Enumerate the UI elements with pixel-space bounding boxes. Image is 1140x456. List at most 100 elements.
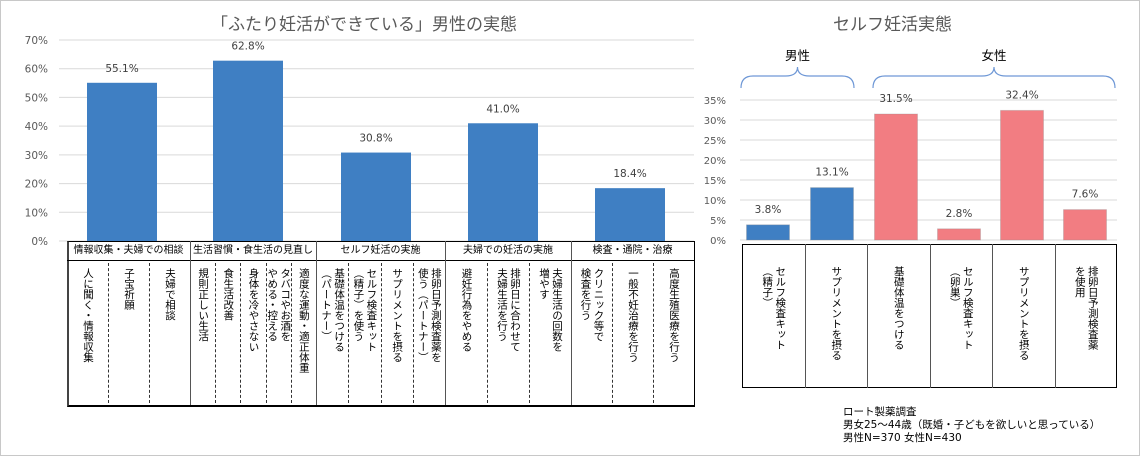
category-item: 身体を冷やさない bbox=[240, 260, 265, 405]
y-tick-label: 50% bbox=[25, 92, 48, 104]
item-divider bbox=[867, 244, 868, 388]
category-item: セルフ検査キット （卵巣） bbox=[930, 244, 993, 388]
category-item-label: 基礎体温をつける （パートナー） bbox=[320, 268, 346, 352]
item-divider bbox=[240, 263, 242, 403]
y-tick-label: 70% bbox=[25, 35, 48, 47]
item-divider bbox=[380, 263, 382, 403]
item-divider bbox=[265, 263, 267, 403]
category-item: 食生活改善 bbox=[215, 260, 240, 405]
bar bbox=[1063, 209, 1107, 241]
category-item-label: 夫婦生活の回数を 増やす bbox=[538, 268, 563, 352]
group-header: 夫婦での妊活の実施 bbox=[463, 245, 553, 256]
y-tick-label: 30% bbox=[25, 150, 48, 162]
category-item: セルフ検査キット （精子） bbox=[742, 244, 805, 388]
category-item-label: タバコやお酒を やめる・控える bbox=[266, 268, 292, 342]
y-tick-label: 10% bbox=[704, 196, 726, 207]
group-label: 男性 bbox=[785, 48, 810, 63]
category-item: 人に聞く・情報収集 bbox=[67, 260, 108, 405]
footnote-line: 男女25〜44歳（既婚・子どもを欲しいと思っている） bbox=[843, 419, 1101, 431]
footnote-line: ロート製薬調査 bbox=[843, 406, 917, 418]
category-item-label: クリニック等で 検査を行う bbox=[579, 268, 605, 342]
item-divider bbox=[108, 263, 109, 403]
item-divider bbox=[290, 263, 292, 403]
data-label: 7.6% bbox=[1072, 189, 1099, 201]
category-item-label: 基礎体温をつける bbox=[892, 266, 905, 350]
category-item-label: 避妊行為をやめる bbox=[460, 268, 473, 352]
category-item-label: サプリメントを摂る bbox=[830, 266, 843, 361]
item-divider bbox=[612, 263, 613, 403]
group-header: 情報収集・夫婦での相談 bbox=[73, 245, 184, 256]
item-divider bbox=[412, 263, 414, 403]
source-footnote: ロート製薬調査 男女25〜44歳（既婚・子どもを欲しいと思っている） 男性N=3… bbox=[843, 406, 1100, 445]
y-tick-label: 10% bbox=[25, 207, 48, 219]
right-chart: 0% 5% 10% 15% 20% 25% 30% 35% 3.8% 13.1% 31.5% 2.8%… bbox=[704, 48, 1117, 247]
data-label: 31.5% bbox=[879, 93, 912, 105]
category-item-label: 食生活改善 bbox=[222, 268, 235, 321]
item-divider bbox=[487, 263, 488, 403]
y-tick-label: 20% bbox=[704, 156, 726, 167]
item-divider bbox=[929, 244, 931, 388]
data-label: 13.1% bbox=[815, 167, 848, 179]
category-item-label: セルフ検査キット （精子）を使う bbox=[352, 268, 378, 352]
data-label: 18.4% bbox=[613, 168, 646, 180]
category-item: 基礎体温をつける bbox=[867, 244, 930, 388]
category-item-label: 排卵日に合わせて 夫婦生活を行う bbox=[496, 268, 521, 352]
category-item: 夫婦で相談 bbox=[149, 260, 190, 405]
y-tick-label: 15% bbox=[704, 176, 726, 187]
left-chart-title: 「ふたり妊活ができている」男性の実態 bbox=[211, 15, 517, 35]
bar bbox=[341, 152, 411, 241]
category-item: サプリメントを摂る bbox=[381, 260, 413, 405]
right-chart-title: セルフ妊活実態 bbox=[833, 15, 952, 35]
category-item-label: 一般不妊治療を行う bbox=[627, 268, 639, 363]
footnote-line: 男性N=370 女性N=430 bbox=[843, 432, 962, 444]
group-divider bbox=[445, 241, 446, 405]
category-item: クリニック等で 検査を行う bbox=[571, 260, 612, 405]
category-item-label: 規則正しい生活 bbox=[197, 268, 210, 342]
group-header: 検査・通院・治療 bbox=[592, 245, 673, 256]
bar bbox=[87, 82, 157, 241]
bar bbox=[746, 224, 790, 241]
item-divider bbox=[529, 263, 530, 403]
category-item-label: セルフ検査キット （卵巣） bbox=[948, 266, 974, 350]
category-item: 夫婦生活の回数を 増やす bbox=[529, 260, 571, 405]
category-item-label: 排卵日予測検査薬を 使う（パートナー） bbox=[416, 268, 442, 363]
category-item-label: 適度な運動・適正体重 bbox=[297, 268, 310, 373]
data-label: 2.8% bbox=[946, 208, 973, 220]
category-item: タバコやお酒を やめる・控える bbox=[266, 260, 291, 405]
bar bbox=[213, 60, 283, 241]
data-label: 41.0% bbox=[486, 103, 519, 115]
data-label: 32.4% bbox=[1005, 89, 1038, 101]
item-divider bbox=[348, 263, 350, 403]
table-border bbox=[67, 241, 695, 407]
group-bracket bbox=[872, 66, 1116, 89]
y-tick-label: 0% bbox=[31, 236, 48, 248]
bar bbox=[874, 113, 918, 241]
data-label: 62.8% bbox=[231, 41, 264, 53]
category-item: 規則正しい生活 bbox=[190, 260, 215, 405]
item-divider bbox=[653, 263, 654, 403]
category-item: 基礎体温をつける （パートナー） bbox=[316, 260, 348, 405]
data-label: 30.8% bbox=[359, 133, 392, 145]
data-label: 3.8% bbox=[755, 204, 782, 216]
category-item: サプリメントを摂る bbox=[805, 244, 868, 388]
category-item-label: サプリメントを摂る bbox=[391, 268, 404, 363]
category-item-label: 排卵日予測検査薬 を使用 bbox=[1073, 266, 1099, 350]
group-header: 生活習慣・食生活の見直し bbox=[193, 245, 313, 256]
category-item: サプリメントを摂る bbox=[992, 244, 1055, 388]
category-item-label: 子宝祈願 bbox=[123, 268, 135, 310]
category-item: 一般不妊治療を行う bbox=[612, 260, 653, 405]
item-divider bbox=[992, 244, 993, 388]
bar bbox=[1000, 109, 1044, 241]
y-tick-label: 40% bbox=[25, 121, 48, 133]
category-item: 避妊行為をやめる bbox=[445, 260, 487, 405]
group-header: セルフ妊活の実施 bbox=[340, 245, 421, 256]
category-item-label: 人に聞く・情報収集 bbox=[82, 268, 94, 363]
bar bbox=[595, 188, 665, 241]
y-tick-label: 5% bbox=[710, 216, 726, 227]
y-tick-label: 20% bbox=[25, 179, 48, 191]
item-divider bbox=[215, 263, 217, 403]
group-divider bbox=[190, 241, 191, 405]
y-tick-label: 25% bbox=[704, 136, 726, 147]
bar bbox=[810, 187, 854, 241]
item-divider bbox=[1054, 244, 1056, 388]
